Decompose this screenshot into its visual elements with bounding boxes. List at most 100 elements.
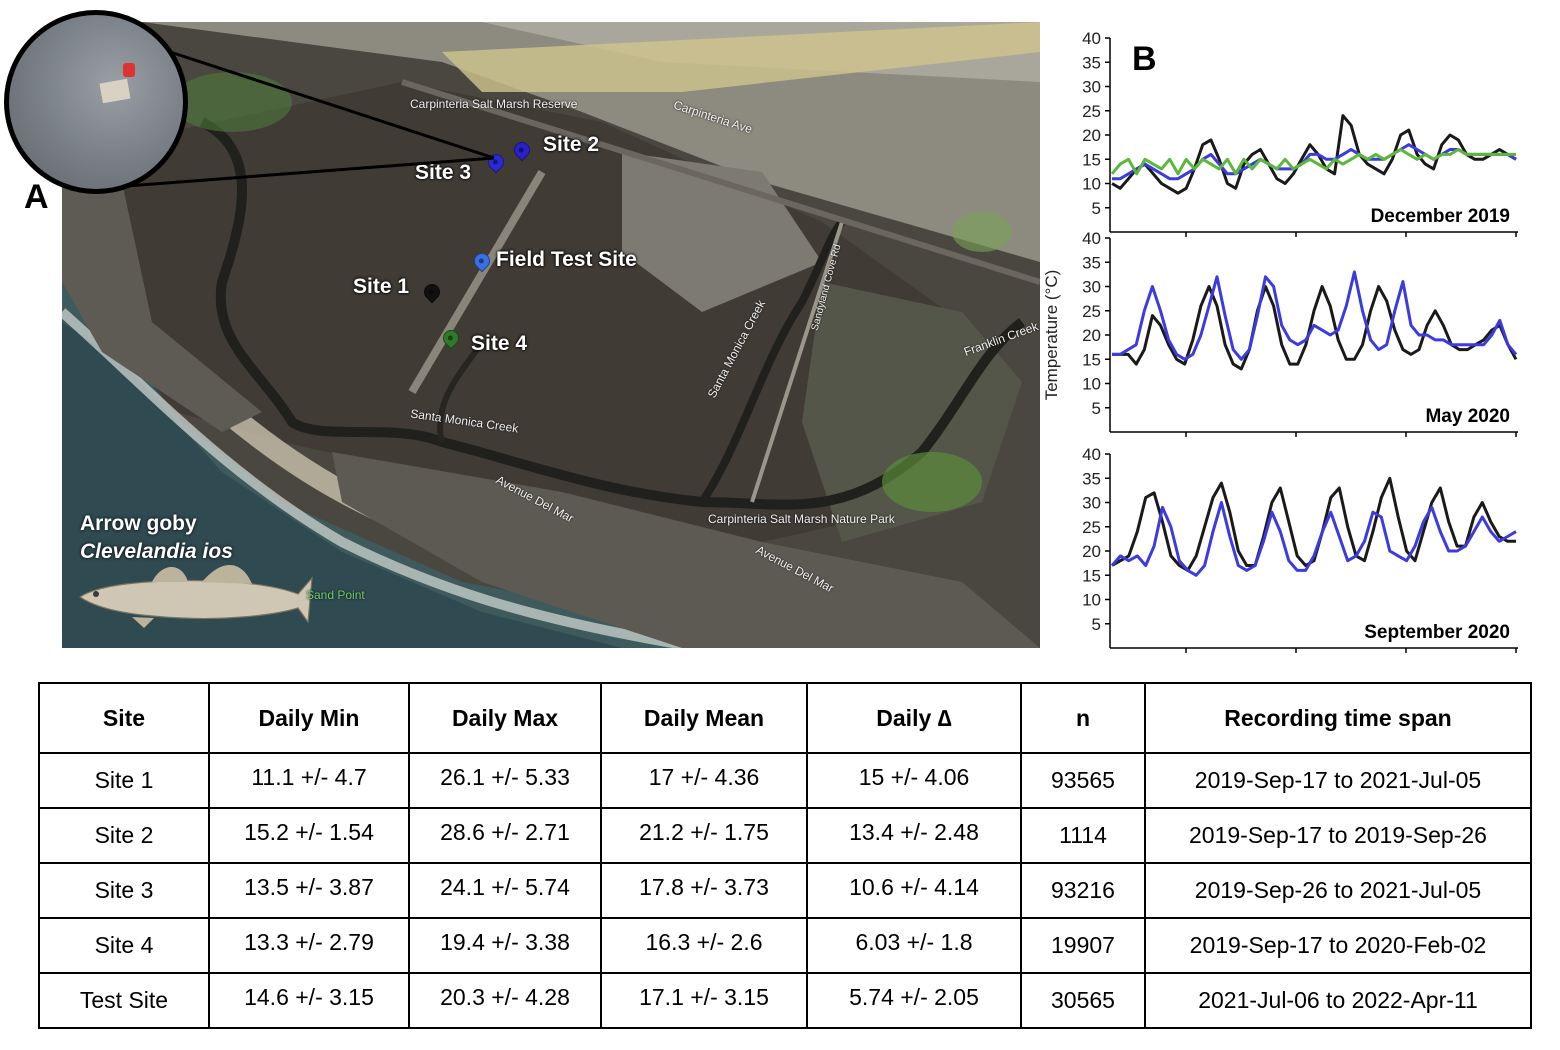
header-site: Site	[38, 682, 210, 754]
y-tick-label: 40	[1082, 229, 1101, 248]
table-row: Site 2 15.2 +/- 1.54 28.6 +/- 2.71 21.2 +/-…	[38, 807, 1532, 864]
y-tick-label: 5	[1092, 199, 1101, 218]
field-test-site-label: Field Test Site	[496, 248, 637, 271]
y-tick-label: 25	[1082, 302, 1101, 321]
y-tick-label: 10	[1082, 175, 1101, 194]
series-line-0	[1111, 114, 1517, 195]
table-cell: 17 +/- 4.36	[600, 752, 808, 809]
table-cell: 93565	[1020, 752, 1146, 809]
species-common-name: Arrow goby	[80, 512, 197, 535]
series-line-0	[1111, 476, 1516, 572]
table-row: Site 3 13.5 +/- 3.87 24.1 +/- 5.74 17.8 +/-…	[38, 862, 1532, 919]
table-cell: 2021-Jul-06 to 2022-Apr-11	[1144, 972, 1532, 1029]
header-daily-mean: Daily Mean	[600, 682, 808, 754]
temperature-charts: 5 10 15 20 25 30 35 40 December 2019 5 10 15 20 25 30 3…	[1040, 22, 1560, 662]
table-cell: 2019-Sep-17 to 2019-Sep-26	[1144, 807, 1532, 864]
y-tick-label: 10	[1082, 375, 1101, 394]
table-cell: 26.1 +/- 5.33	[408, 752, 602, 809]
map-background	[62, 22, 1040, 648]
table-row: Site 4 13.3 +/- 2.79 19.4 +/- 3.38 16.3 +/-…	[38, 917, 1532, 974]
series-line-1	[1110, 501, 1517, 577]
y-tick-label: 40	[1082, 445, 1101, 464]
header-daily-delta: Daily ∆	[806, 682, 1022, 754]
place-label-reserve: Carpinteria Salt Marsh Reserve	[410, 97, 578, 111]
y-tick-label: 15	[1082, 566, 1101, 585]
y-tick-label: 25	[1082, 518, 1101, 537]
y-tick-label: 5	[1092, 399, 1101, 418]
table-header-row: Site Daily Min Daily Max Daily Mean Dail…	[38, 682, 1532, 754]
table-cell: 13.5 +/- 3.87	[208, 862, 410, 919]
table-cell: 15.2 +/- 1.54	[208, 807, 410, 864]
logger-marker	[123, 63, 135, 77]
header-n: n	[1020, 682, 1146, 754]
table-cell: 5.74 +/- 2.05	[806, 972, 1022, 1029]
panel-a-label: A	[24, 178, 49, 216]
arrow-goby-illustration	[78, 564, 313, 628]
table-cell: Site 4	[38, 917, 210, 974]
y-tick-label: 20	[1082, 542, 1101, 561]
table-row: Test Site 14.6 +/- 3.15 20.3 +/- 4.28 17.1 …	[38, 972, 1532, 1029]
inset-connector-lines	[99, 46, 495, 190]
y-tick-label: 35	[1082, 53, 1101, 72]
y-tick-label: 5	[1092, 615, 1101, 634]
table-cell: 2019-Sep-17 to 2021-Jul-05	[1144, 752, 1532, 809]
table-cell: 30565	[1020, 972, 1146, 1029]
table-cell: Test Site	[38, 972, 210, 1029]
y-tick-label: 35	[1082, 469, 1101, 488]
header-time-span: Recording time span	[1144, 682, 1532, 754]
y-tick-label: 30	[1082, 78, 1101, 97]
y-tick-label: 40	[1082, 29, 1101, 48]
table-cell: 2019-Sep-17 to 2020-Feb-02	[1144, 917, 1532, 974]
series-line-0	[1112, 285, 1518, 371]
series-line-2	[1110, 148, 1516, 176]
table-cell: 13.3 +/- 2.79	[208, 917, 410, 974]
table-cell: 1114	[1020, 807, 1146, 864]
satellite-map: Carpinteria Salt Marsh Reserve Santa Mon…	[62, 22, 1040, 648]
y-tick-label: 10	[1082, 591, 1101, 610]
y-tick-label: 15	[1082, 350, 1101, 369]
table-cell: 14.6 +/- 3.15	[208, 972, 410, 1029]
temperature-summary-table: Site Daily Min Daily Max Daily Mean Dail…	[38, 682, 1532, 1029]
table-cell: 11.1 +/- 4.7	[208, 752, 410, 809]
y-tick-label: 30	[1082, 494, 1101, 513]
table-cell: 16.3 +/- 2.6	[600, 917, 808, 974]
table-cell: 19.4 +/- 3.38	[408, 917, 602, 974]
logger-box	[99, 78, 131, 104]
series-line-1	[1112, 270, 1518, 361]
series-line-1	[1112, 143, 1517, 181]
site-3-label: Site 3	[415, 161, 472, 184]
site-2-label: Site 2	[543, 133, 600, 156]
species-latin-name: Clevelandia ios	[80, 540, 233, 563]
panel-month-label: May 2020	[1425, 406, 1510, 427]
table-cell: Site 3	[38, 862, 210, 919]
temperature-charts-svg: 5 10 15 20 25 30 35 40 December 2019 5 10 15 20 25 30 3…	[1042, 29, 1518, 653]
table-cell: 15 +/- 4.06	[806, 752, 1022, 809]
table-cell: 13.4 +/- 2.48	[806, 807, 1022, 864]
table-cell: Site 1	[38, 752, 210, 809]
header-daily-max: Daily Max	[408, 682, 602, 754]
table-cell: 28.6 +/- 2.71	[408, 807, 602, 864]
site-1-label: Site 1	[353, 275, 410, 298]
table-cell: 24.1 +/- 5.74	[408, 862, 602, 919]
table-cell: 93216	[1020, 862, 1146, 919]
y-tick-label: 35	[1082, 253, 1101, 272]
site-3-inset-photo	[4, 10, 188, 194]
place-label-nature-park: Carpinteria Salt Marsh Nature Park	[708, 512, 895, 526]
table-cell: Site 2	[38, 807, 210, 864]
header-daily-min: Daily Min	[208, 682, 410, 754]
y-tick-label: 20	[1082, 326, 1101, 345]
table-cell: 17.1 +/- 3.15	[600, 972, 808, 1029]
table-cell: 10.6 +/- 4.14	[806, 862, 1022, 919]
table-cell: 6.03 +/- 1.8	[806, 917, 1022, 974]
y-tick-label: 25	[1082, 102, 1101, 121]
site-4-label: Site 4	[471, 332, 528, 355]
y-tick-label: 30	[1082, 278, 1101, 297]
table-cell: 19907	[1020, 917, 1146, 974]
y-tick-label: 20	[1082, 126, 1101, 145]
y-axis-label: Temperature (°C)	[1042, 270, 1061, 401]
y-tick-label: 15	[1082, 150, 1101, 169]
table-cell: 17.8 +/- 3.73	[600, 862, 808, 919]
panel-b-label: B	[1132, 40, 1157, 78]
table-cell: 20.3 +/- 4.28	[408, 972, 602, 1029]
table-row: Site 1 11.1 +/- 4.7 26.1 +/- 5.33 17 +/- 4.…	[38, 752, 1532, 809]
